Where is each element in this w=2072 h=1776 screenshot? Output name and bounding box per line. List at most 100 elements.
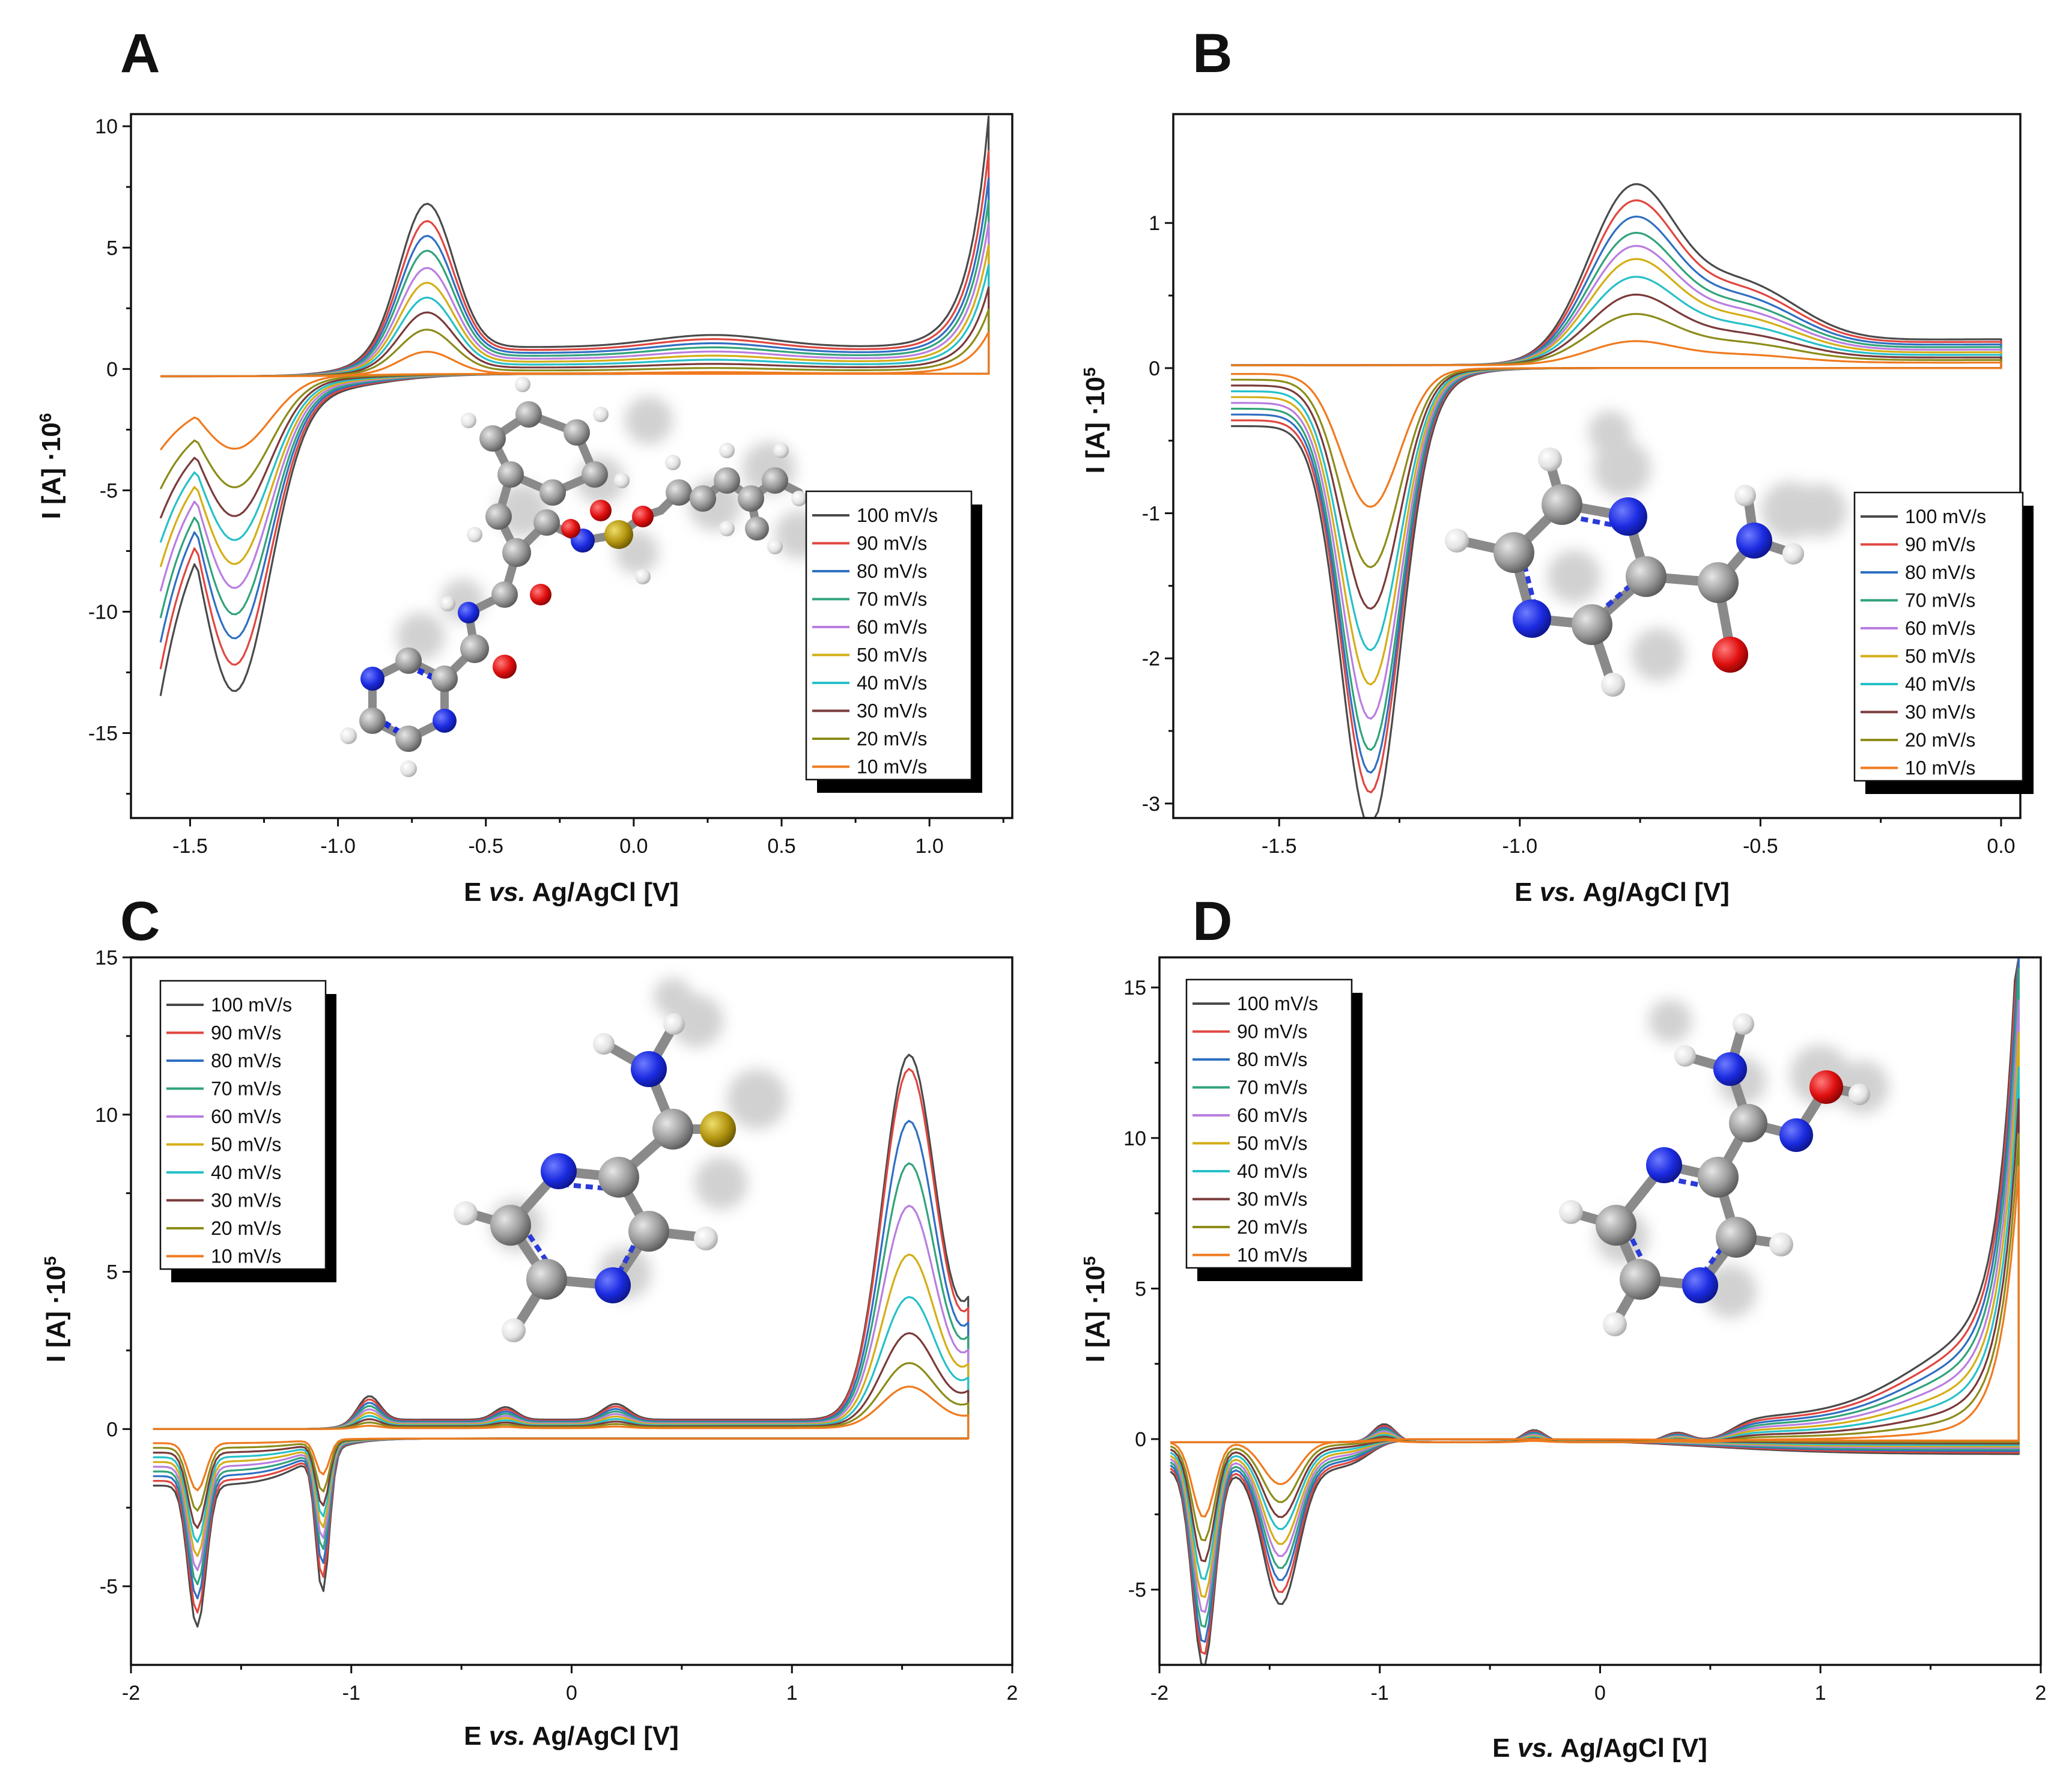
panel-d-plot-frame: [1158, 956, 2042, 1666]
legend-label: 100 mV/s: [211, 994, 292, 1016]
y-tick-label: -10: [88, 601, 118, 623]
panel-a-molecule-structure: [340, 377, 823, 777]
panel-a: A 10 5 0 -5 -10 -15 -1.5 -1.0 -0.5 0.0 0.5 1.0: [36, 23, 1013, 907]
panel-c-molecule-structure: [454, 978, 787, 1342]
legend-label: 20 mV/s: [857, 728, 927, 750]
y-tick-label: -2: [1142, 647, 1160, 670]
panel-a-curves: [159, 115, 990, 696]
y-tick-label: 0: [106, 1418, 118, 1441]
cv-curve-10-mV-s: [1170, 1165, 2020, 1518]
panel-c-x-ticks: -2 -1 0 1 2: [122, 1665, 1018, 1705]
legend-label: 90 mV/s: [1237, 1021, 1307, 1043]
legend-label: 50 mV/s: [211, 1134, 281, 1156]
legend-label: 10 mV/s: [1905, 757, 1975, 779]
cv-curve-10-mV-s: [1231, 340, 2002, 508]
x-tick-label: -2: [1150, 1682, 1168, 1705]
x-tick-label: 0: [566, 1682, 577, 1705]
panel-d-y-ticks: 15 10 5 0 -5: [1123, 977, 1159, 1602]
legend-label: 90 mV/s: [1905, 534, 1975, 556]
x-tick-label: 0.5: [767, 835, 795, 858]
x-tick-label: -2: [122, 1682, 140, 1705]
panel-d-x-axis-label: E vs. Ag/AgCl [V]: [1492, 1733, 1707, 1763]
legend-label: 100 mV/s: [1237, 993, 1318, 1014]
legend-label: 70 mV/s: [857, 589, 927, 610]
x-tick-label: -0.5: [1743, 835, 1778, 858]
panel-b: B 1 0 -1 -2 -3 -1.5 -1.0 -0.5 0.0: [1080, 23, 2034, 907]
legend-label: 80 mV/s: [857, 560, 927, 582]
y-tick-label: 10: [95, 1104, 118, 1127]
legend-label: 10 mV/s: [857, 756, 927, 778]
cv-curve-20-mV-s: [153, 1362, 970, 1512]
panel-c-label: C: [120, 891, 160, 952]
x-tick-label: -1.0: [1502, 835, 1538, 858]
y-tick-label: 1: [1149, 212, 1160, 235]
panel-a-y-ticks: 10 5 0 -5 -10 -15: [88, 115, 131, 795]
panel-d-legend: 100 mV/s 90 mV/s 80 mV/s 70 mV/s 60 mV/s 50 m…: [1185, 978, 1363, 1281]
x-tick-label: 1: [1815, 1682, 1826, 1705]
panel-a-y-axis-label: I [A] ·106: [36, 413, 67, 520]
legend-label: 40 mV/s: [1905, 673, 1975, 695]
legend-label: 20 mV/s: [1905, 729, 1975, 751]
panel-c-y-axis-label: I [A] ·105: [41, 1256, 71, 1363]
panel-b-y-axis-label: I [A] ·105: [1080, 368, 1111, 474]
legend-label: 100 mV/s: [1905, 506, 1986, 527]
panel-d: D 15 10 5 0 -5 -2 -1 0 1 2: [1080, 891, 2047, 1763]
legend-label: 70 mV/s: [1905, 590, 1975, 611]
panel-c-plot-frame: [130, 956, 1013, 1666]
legend-label: 80 mV/s: [1905, 562, 1975, 583]
panel-b-x-ticks: -1.5 -1.0 -0.5 0.0: [1262, 818, 2016, 858]
cv-curve-10-mV-s: [153, 1386, 970, 1491]
y-tick-label: 15: [95, 947, 118, 969]
legend-label: 70 mV/s: [211, 1078, 281, 1100]
panel-a-x-axis-label: E vs. Ag/AgCl [V]: [464, 877, 679, 907]
x-tick-label: 0.0: [619, 835, 648, 858]
y-tick-label: -5: [1128, 1579, 1146, 1602]
legend-label: 20 mV/s: [1237, 1216, 1307, 1238]
y-tick-label: -5: [100, 479, 118, 502]
legend-label: 50 mV/s: [1905, 646, 1975, 667]
panel-a-plot-frame: [130, 113, 1013, 819]
panel-c-legend: 100 mV/s 90 mV/s 80 mV/s 70 mV/s 60 mV/s 50 m…: [159, 980, 336, 1282]
y-tick-label: 10: [1123, 1127, 1146, 1150]
y-tick-label: -1: [1142, 503, 1160, 526]
panel-d-legend-items: 100 mV/s 90 mV/s 80 mV/s 70 mV/s 60 mV/s 50 m…: [1192, 993, 1318, 1266]
x-tick-label: 1.0: [916, 835, 944, 858]
panel-b-label: B: [1192, 23, 1232, 84]
legend-label: 40 mV/s: [857, 672, 927, 694]
y-tick-label: 5: [106, 237, 118, 259]
x-tick-label: -1: [1371, 1682, 1389, 1705]
panel-d-y-axis-label: I [A] ·105: [1080, 1256, 1111, 1363]
panel-c-x-axis-label: E vs. Ag/AgCl [V]: [464, 1721, 679, 1751]
y-tick-label: 10: [95, 115, 118, 138]
panel-a-legend-items: 100 mV/s 90 mV/s 80 mV/s 70 mV/s 60 mV/s 50 m…: [812, 505, 938, 778]
legend-label: 100 mV/s: [857, 505, 938, 526]
legend-label: 10 mV/s: [211, 1246, 281, 1267]
legend-label: 30 mV/s: [211, 1190, 281, 1211]
panel-b-legend: 100 mV/s 90 mV/s 80 mV/s 70 mV/s 60 mV/s 50 m…: [1853, 491, 2034, 794]
legend-label: 60 mV/s: [211, 1106, 281, 1127]
x-tick-label: -1: [342, 1682, 360, 1705]
legend-label: 80 mV/s: [1237, 1049, 1307, 1070]
legend-label: 20 mV/s: [211, 1217, 281, 1239]
panel-b-y-ticks: 1 0 -1 -2 -3: [1142, 212, 1173, 816]
x-tick-label: -1.5: [172, 835, 208, 858]
legend-label: 50 mV/s: [857, 644, 927, 666]
cv-curve-30-mV-s: [153, 1332, 970, 1529]
panel-c-legend-items: 100 mV/s 90 mV/s 80 mV/s 70 mV/s 60 mV/s 50 m…: [166, 994, 292, 1267]
cv-curve-10-mV-s: [159, 331, 990, 450]
legend-label: 90 mV/s: [211, 1022, 281, 1044]
panel-a-legend: 100 mV/s 90 mV/s 80 mV/s 70 mV/s 60 mV/s 50 m…: [805, 490, 982, 793]
legend-label: 50 mV/s: [1237, 1133, 1307, 1154]
panel-d-x-ticks: -2 -1 0 1 2: [1150, 1665, 2047, 1705]
panel-d-curves: [1170, 956, 2020, 1666]
y-tick-label: 0: [1149, 357, 1160, 380]
panel-c-curves: [153, 1053, 970, 1628]
panel-b-legend-items: 100 mV/s 90 mV/s 80 mV/s 70 mV/s 60 mV/s 50 m…: [1861, 506, 1986, 779]
x-tick-label: 2: [2035, 1682, 2047, 1705]
panel-c: C 15 10 5 0 -5 -2 -1 0 1 2: [41, 891, 1018, 1751]
legend-label: 40 mV/s: [211, 1162, 281, 1183]
legend-label: 70 mV/s: [1237, 1077, 1307, 1099]
legend-label: 30 mV/s: [1237, 1189, 1307, 1210]
y-tick-label: 0: [1135, 1428, 1146, 1451]
